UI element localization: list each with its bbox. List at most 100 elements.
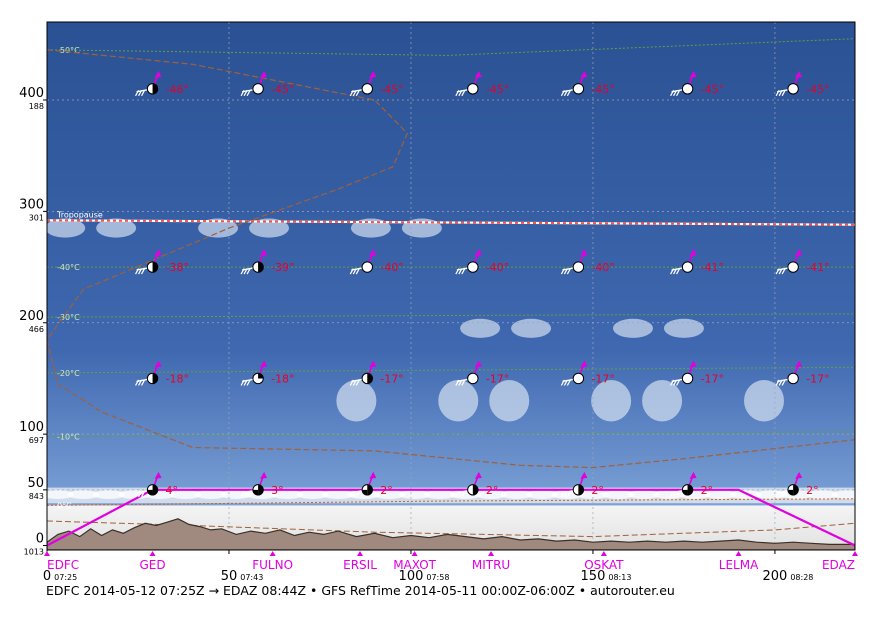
wind-barb-feather [461, 90, 466, 97]
wind-station: -40° [349, 249, 404, 275]
temperature-label: -17° [701, 372, 724, 385]
wind-barb-feather [461, 491, 466, 498]
wind-barb-feather [243, 491, 248, 498]
tropopause-label: Tropopause [56, 210, 103, 219]
wind-barb-feather [775, 90, 780, 97]
wind-arrow-head [369, 360, 377, 368]
cloud-patch [460, 318, 501, 338]
cloud-puff [576, 490, 609, 500]
x-tick-time: 07:43 [240, 573, 263, 582]
chart-footer: EDFC 2014-05-12 07:25Z → EDAZ 08:44Z • G… [46, 583, 675, 598]
wind-station: -45° [349, 70, 404, 97]
cloud-cover-fill [787, 489, 794, 496]
wind-barb-feather [349, 379, 354, 386]
wind-station: -18° [135, 360, 189, 386]
wind-arrow-head [260, 471, 268, 479]
temperature-label: -18° [166, 372, 189, 385]
wind-barb-feather [243, 90, 248, 97]
temperature-label: -45° [271, 83, 294, 96]
grid-lines [47, 22, 855, 550]
cloud-cover-fill [152, 484, 158, 496]
wind-arrow-head [369, 471, 377, 479]
y-tick-label: 0 [36, 532, 44, 547]
waypoint-label: EDAZ [822, 558, 855, 572]
wind-arrow-head [580, 360, 588, 368]
cloud-puff [525, 490, 558, 500]
route-profile [47, 488, 855, 547]
wind-arrow-head [580, 471, 588, 479]
cloud-cover-fill [258, 261, 264, 273]
waypoint-marker [852, 551, 858, 556]
isotherm-line [47, 366, 855, 374]
x-tick-time: 07:58 [426, 573, 449, 582]
wind-barb-feather [455, 90, 460, 97]
wind-arrow-head [689, 249, 697, 257]
temperature-label: -45° [806, 83, 829, 96]
cloud-puff [169, 490, 202, 500]
waypoint-label: LELMA [719, 558, 759, 572]
waypoint-label: EDFC [47, 558, 79, 572]
cloud-cover-circle [787, 83, 799, 95]
wind-station: -17° [670, 360, 724, 386]
cloud-cover-circle [572, 261, 585, 273]
wind-barb-feather [670, 90, 675, 97]
cloud-cover-circle [787, 261, 799, 273]
wind-barb-feather [458, 379, 463, 386]
cloud-cover-fill [367, 484, 373, 496]
wind-station: 2° [670, 471, 713, 498]
wind-barb-feather [670, 268, 675, 275]
cloud-puff [602, 490, 635, 500]
wind-barb-feather [138, 379, 143, 386]
wind-barb-feather [352, 491, 357, 498]
cloud-cover-circle [681, 372, 694, 385]
cloud-cover-fill [793, 484, 799, 496]
cloud-puff [47, 490, 74, 500]
temperature-label: 2° [806, 484, 819, 497]
isotherm-line [47, 313, 855, 318]
wind-barb-feather [246, 379, 251, 386]
temperature-label: -17° [486, 372, 509, 385]
wind-arrow-head [795, 471, 803, 479]
wind-barb-feather [352, 379, 357, 386]
isotherm-lines: -50°C -40°C -30°C -20°C -10°C 0°C Tropopause [47, 38, 855, 510]
wind-barb-feather [566, 90, 571, 97]
x-tick-time: 08:13 [608, 573, 631, 582]
cloud-cover-circle [361, 83, 373, 95]
waypoint-marker [357, 551, 364, 556]
wind-barb-feather [455, 379, 460, 386]
wind-station: 4° [135, 471, 178, 498]
wind-arrow-head [260, 360, 268, 368]
wind-station: -39° [240, 249, 295, 275]
temperature-label: -41° [806, 261, 829, 274]
wind-station: -38° [135, 249, 189, 275]
temperature-label: -17° [806, 372, 829, 385]
temperature-label: -45° [591, 83, 614, 96]
cloud-patch [663, 318, 704, 338]
wind-barb-feather [781, 268, 786, 275]
wind-arrow-head [795, 249, 803, 257]
cloud-cover-circle [572, 83, 585, 95]
temperature-label: -46° [166, 83, 189, 96]
temperature-label: -40° [380, 261, 403, 274]
cloud-puff [806, 490, 839, 500]
cloud-puff [92, 490, 125, 500]
x-tick-time: 08:28 [790, 573, 813, 582]
wind-barb-feather [775, 379, 780, 386]
wind-station: 2° [455, 471, 499, 498]
wind-station: -18° [240, 360, 295, 386]
cloud-cover-circle [787, 372, 799, 385]
temperature-label: 2° [486, 484, 499, 497]
x-tick-time: 07:25 [54, 573, 77, 582]
cloud-patch [47, 218, 86, 238]
cloud-patch [511, 318, 552, 338]
wind-arrow-head [474, 471, 482, 479]
waypoint-label: ERSIL [343, 558, 377, 572]
cloud-patch [198, 218, 239, 238]
temperature-label: -45° [380, 83, 403, 96]
cloud-puff [322, 490, 355, 500]
wind-barb-feather [560, 491, 565, 498]
waypoint-marker [269, 551, 276, 556]
wind-barb-feather [778, 379, 783, 386]
